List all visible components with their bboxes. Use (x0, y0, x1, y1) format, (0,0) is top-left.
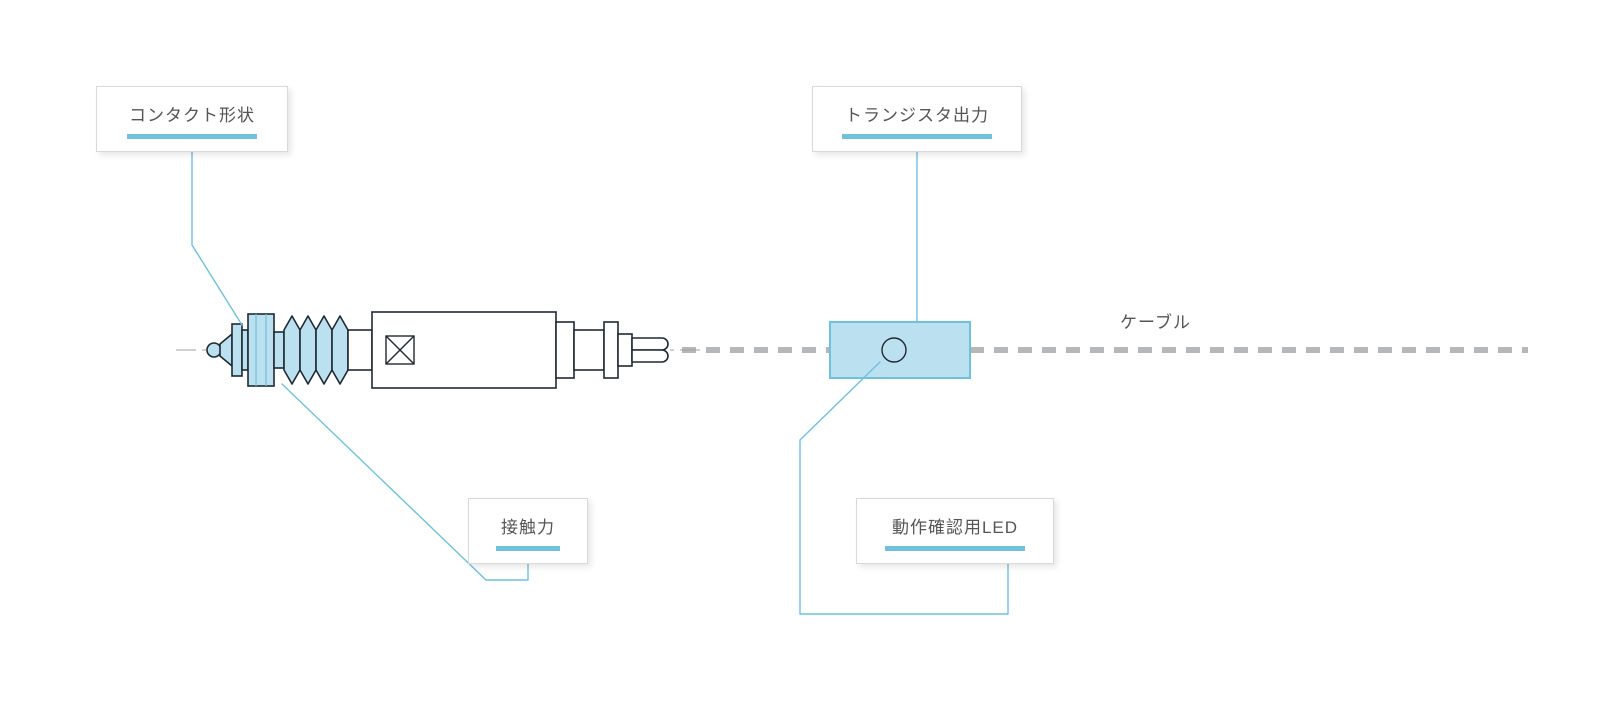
callout-contact-force-label: 接触力 (491, 513, 565, 538)
callout-contact-shape-label: コンタクト形状 (119, 101, 265, 126)
callout-led: 動作確認用LED (856, 498, 1054, 564)
callout-underline (885, 546, 1025, 551)
cable-label: ケーブル (1120, 308, 1191, 333)
callout-led-label: 動作確認用LED (879, 513, 1031, 538)
callout-underline (127, 134, 257, 139)
diagram-stage: コンタクト形状 トランジスタ出力 接触力 動作確認用LED ケーブル (0, 0, 1600, 720)
callout-transistor-output: トランジスタ出力 (812, 86, 1022, 152)
amplifier-box (830, 322, 970, 378)
callout-contact-force: 接触力 (468, 498, 588, 564)
callout-contact-shape: コンタクト形状 (96, 86, 288, 152)
callout-transistor-output-label: トランジスタ出力 (835, 101, 999, 126)
callout-underline (496, 546, 560, 551)
callout-underline (842, 134, 992, 139)
sensor-drawing (207, 312, 668, 388)
